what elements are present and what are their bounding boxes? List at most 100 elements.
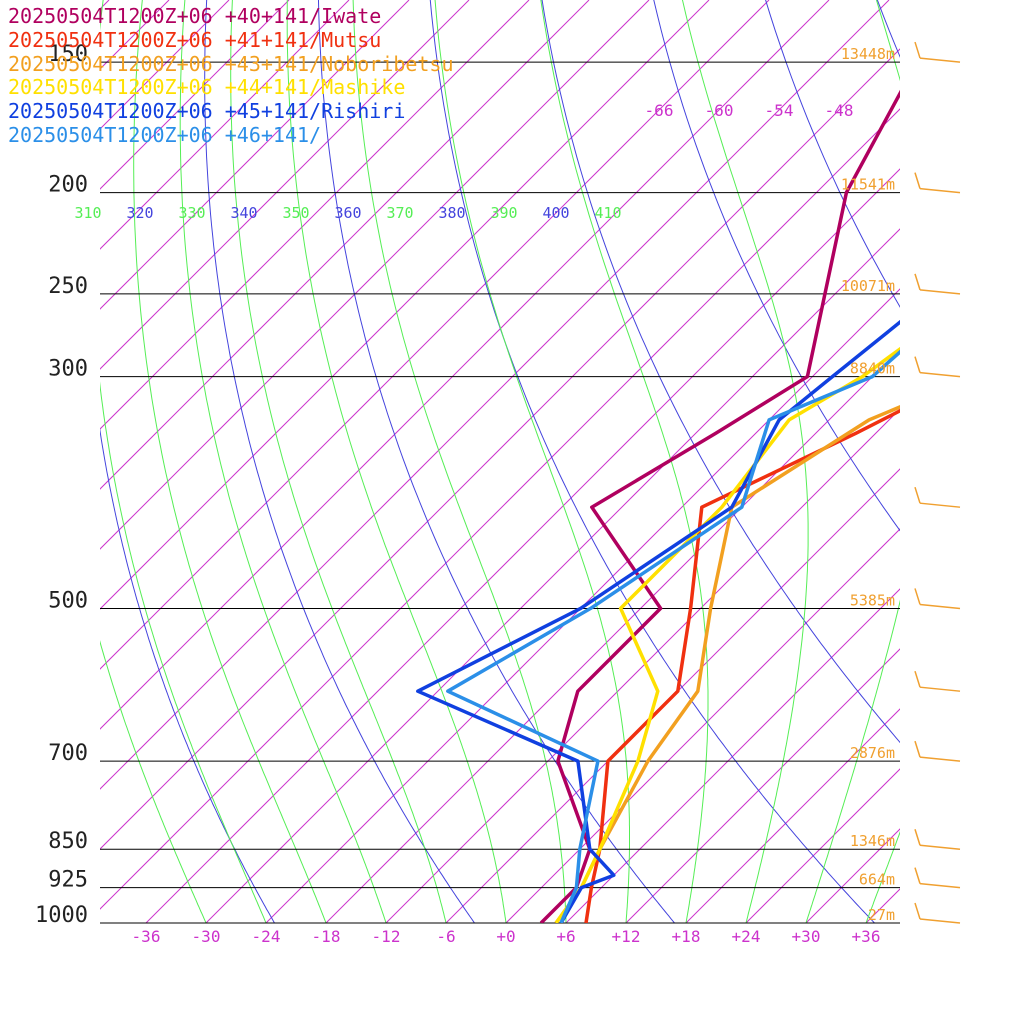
height-label: 5385m [850,591,895,609]
isotherm-line [685,708,900,923]
theta-label: 370 [386,204,413,222]
isotherm-line [265,288,900,923]
isotherm-line [100,0,410,310]
series-line [446,349,900,923]
x-tick-label: -6 [436,927,455,946]
isotherm-line [100,0,290,190]
theta-label: 320 [126,204,153,222]
height-label: 27m [868,906,895,924]
moist-adiabat-line [540,0,709,923]
dry-adiabat-line [868,0,1024,945]
isotherm-line [445,468,900,923]
x-tick-label: -12 [372,927,401,946]
isotherm-line [100,0,890,790]
theta-label: 350 [282,204,309,222]
legend-entry: 20250504T1200Z+06 +46+141/ [8,123,322,147]
x-tick-label: +12 [612,927,641,946]
wind-barb-flag [914,486,921,504]
wind-barb-flag [914,356,921,373]
x-tick-label: +0 [496,927,515,946]
wind-barb [919,289,961,295]
theta-label: 400 [542,204,569,222]
isotherm-line [100,0,770,670]
wind-barb [919,882,961,889]
series-line [554,405,900,923]
isotherm-line [145,168,900,923]
isotherm-line [100,0,530,430]
x-tick-label: +36 [852,927,881,946]
wind-barb [919,918,961,924]
isotherm-line [745,768,900,923]
dry-adiabat-line [204,0,476,923]
moist-adiabat-line [805,0,900,923]
pressure-label: 700 [48,741,88,766]
wind-barb-flag [914,740,921,758]
isotherm-label: -48 [825,101,854,120]
isotherm-line [865,888,900,923]
wind-barb [919,686,961,692]
x-tick-label: +30 [792,927,821,946]
wind-barb-flag [914,273,921,291]
legend-entry: 20250504T1200Z+06 +45+141/Rishiri [8,99,406,124]
isotherm-line [926,0,1024,923]
height-label: 2876m [850,744,895,762]
isotherm-label: -54 [765,101,794,120]
pressure-label: 300 [48,357,88,382]
x-tick-label: +18 [672,927,701,946]
dry-adiabat-line [765,0,900,308]
isotherm-line [100,0,710,610]
wind-barb-flag [914,829,921,846]
wind-barb-flag [914,588,921,605]
series-line [416,319,900,923]
wind-barb [919,756,961,762]
height-label: 10071m [841,277,895,295]
wind-barb [919,844,961,850]
dry-adiabat-line [948,0,1024,945]
isotherm-line [805,828,900,923]
wind-barb [919,371,961,378]
height-label: 664m [859,871,895,889]
legend-entry: 20250504T1200Z+06 +43+141/Noboribetsu [8,51,454,76]
isotherm-label: -66 [645,101,674,120]
isotherm-line [100,48,900,850]
wind-barb-flag [914,670,921,688]
pressure-label: 200 [48,173,88,198]
theta-label: 380 [438,204,465,222]
x-tick-label: -30 [192,927,221,946]
profile-series [416,89,900,923]
axis-labels: 10016099m15013448m20011541m25010071m3008… [35,42,895,946]
series-line [539,89,900,923]
isotherm-line [100,0,470,370]
legend-entry: 20250504T1200Z+06 +41+141/Mutsu [8,27,382,52]
theta-label: 330 [178,204,205,222]
pressure-label: 850 [48,829,88,854]
isotherm-line [385,408,900,923]
height-label: 1346m [850,832,895,850]
dry-adiabat-line [876,0,900,58]
isotherm-lines [100,0,1024,923]
isotherm-line [325,348,900,923]
isotherm-line [565,588,900,923]
isotherm-line [505,528,900,923]
isotherm-line [100,0,350,250]
wind-barb [919,187,961,194]
wind-barb-flag [914,41,921,59]
pressure-label: 250 [48,274,88,299]
height-label: 13448m [841,45,895,63]
theta-label: 310 [74,204,101,222]
wind-barbs [914,41,961,924]
x-tick-label: +24 [732,927,761,946]
pressure-label: 1000 [35,903,88,928]
height-label: 8840m [850,360,895,378]
theta-label: 340 [230,204,257,222]
dry-adiabat-line [541,0,900,744]
wind-barb-flag [914,902,921,920]
dry-adiabat-line [429,0,876,923]
pressure-lines [100,61,900,924]
legend-entry: 20250504T1200Z+06 +44+141/Mashike [8,75,406,100]
theta-label: 390 [490,204,517,222]
isotherm-label: -60 [705,101,734,120]
isotherm-line [205,228,900,923]
x-tick-label: +6 [556,927,575,946]
